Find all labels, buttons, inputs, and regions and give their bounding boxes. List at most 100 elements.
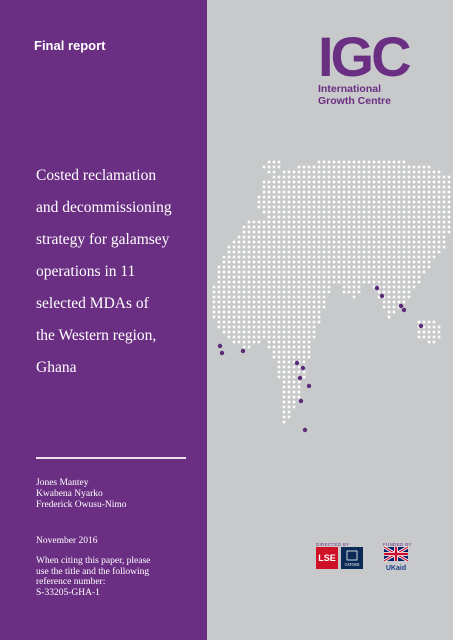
map-dot (287, 255, 291, 259)
map-dot (322, 170, 326, 174)
map-dot (317, 230, 321, 234)
map-dot (422, 260, 426, 264)
map-dot (327, 240, 331, 244)
map-dot (417, 210, 421, 214)
map-dot (247, 245, 251, 249)
map-dot (387, 185, 391, 189)
map-dot (272, 350, 276, 354)
map-dot (397, 180, 401, 184)
map-dot (402, 210, 406, 214)
map-dot (297, 210, 301, 214)
map-dot (437, 200, 441, 204)
map-dot (287, 315, 291, 319)
map-dot (257, 310, 261, 314)
map-dot (277, 275, 281, 279)
map-dot (257, 330, 261, 334)
map-dot (257, 255, 261, 259)
map-dot (432, 250, 436, 254)
map-dot (312, 270, 316, 274)
map-dot (297, 275, 301, 279)
map-dot (302, 290, 306, 294)
map-dot (332, 260, 336, 264)
map-dot (297, 220, 301, 224)
map-dot (332, 185, 336, 189)
map-dot (257, 285, 261, 289)
map-dot (362, 190, 366, 194)
map-dot (402, 220, 406, 224)
map-dot (362, 265, 366, 269)
map-dot (387, 280, 391, 284)
map-dot (422, 335, 426, 339)
map-dot (392, 205, 396, 209)
map-dot (417, 335, 421, 339)
map-dot (307, 185, 311, 189)
map-dot (227, 255, 231, 259)
map-dot (252, 305, 256, 309)
map-dot (392, 270, 396, 274)
map-dot (327, 225, 331, 229)
map-dot (322, 215, 326, 219)
map-dot (262, 295, 266, 299)
map-dot (337, 245, 341, 249)
map-dot (287, 260, 291, 264)
map-dot (392, 175, 396, 179)
map-dot (417, 325, 421, 329)
map-dot (287, 210, 291, 214)
map-dot (257, 295, 261, 299)
map-dot (277, 210, 281, 214)
map-dot (302, 335, 306, 339)
map-dot (302, 245, 306, 249)
map-dot (222, 255, 226, 259)
map-dot (247, 285, 251, 289)
map-dot (377, 180, 381, 184)
map-dot (282, 235, 286, 239)
map-dot (322, 195, 326, 199)
map-dot (382, 305, 386, 309)
map-dot (227, 310, 231, 314)
map-dot (217, 295, 221, 299)
map-dot (397, 280, 401, 284)
map-dot (287, 410, 291, 414)
map-dot (302, 320, 306, 324)
lse-logo: LSE (316, 547, 338, 569)
map-dot (222, 300, 226, 304)
map-dot (267, 345, 271, 349)
map-dot (332, 195, 336, 199)
map-dot (337, 185, 341, 189)
map-dot (362, 220, 366, 224)
map-dot (232, 340, 236, 344)
map-dot (247, 305, 251, 309)
map-dot (382, 280, 386, 284)
map-dot (317, 170, 321, 174)
map-dot (302, 295, 306, 299)
map-dot (397, 210, 401, 214)
map-dot (337, 160, 341, 164)
map-dot (392, 285, 396, 289)
map-dot (252, 320, 256, 324)
map-dot (357, 170, 361, 174)
map-dot (307, 190, 311, 194)
map-dot (407, 165, 411, 169)
map-dot (367, 260, 371, 264)
map-dot (262, 320, 266, 324)
map-dot (332, 220, 336, 224)
map-dot (367, 250, 371, 254)
map-dot (317, 220, 321, 224)
map-dot (287, 230, 291, 234)
map-dot (232, 300, 236, 304)
map-dot (312, 220, 316, 224)
map-dot (377, 175, 381, 179)
map-dot (342, 285, 346, 289)
map-dot (442, 180, 446, 184)
map-dot (387, 205, 391, 209)
map-dot (397, 305, 401, 309)
map-dot (282, 335, 286, 339)
map-dot (282, 330, 286, 334)
map-dot (372, 280, 376, 284)
map-dot (407, 205, 411, 209)
map-dot (397, 230, 401, 234)
map-dot (392, 250, 396, 254)
map-dot (352, 195, 356, 199)
map-dot (297, 175, 301, 179)
map-dot (237, 310, 241, 314)
